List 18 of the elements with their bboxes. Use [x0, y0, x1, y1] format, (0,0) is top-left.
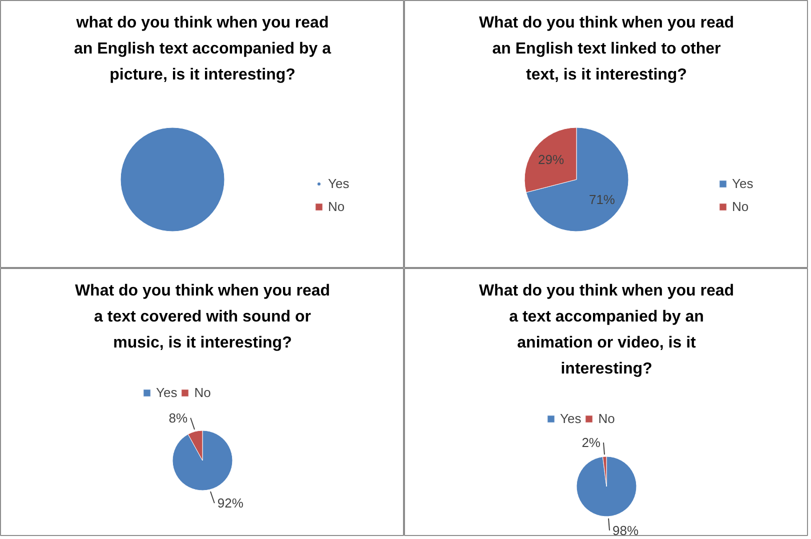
legend-label: No: [732, 199, 750, 214]
data-label: 98%: [612, 522, 639, 538]
chart-title: what do you think when you read an English text accompanied by a picture, is it interesting?: [74, 14, 332, 84]
data-label: 29%: [538, 152, 564, 168]
legend-label: Yes: [732, 176, 754, 191]
legend-label: No: [194, 385, 212, 400]
chart-title: What do you think when you read a text covered with sound or music, is it interesting?: [74, 282, 330, 352]
data-label: 92%: [217, 496, 244, 511]
legend-label: No: [598, 411, 616, 426]
chart-title: What do you think when you read an English text linked to other text, is it interesting?: [478, 14, 734, 84]
chart-title: What do you think when you read a text accompanied by an animation or video, is it interesting?: [478, 282, 734, 378]
legend-label: Yes: [560, 411, 582, 426]
legend-label: No: [328, 199, 346, 214]
data-label: 8%: [168, 410, 188, 426]
legend-label: Yes: [156, 385, 178, 400]
legend-label: Yes: [328, 176, 350, 191]
data-label: 2%: [582, 435, 601, 450]
data-label: 71%: [588, 192, 616, 207]
